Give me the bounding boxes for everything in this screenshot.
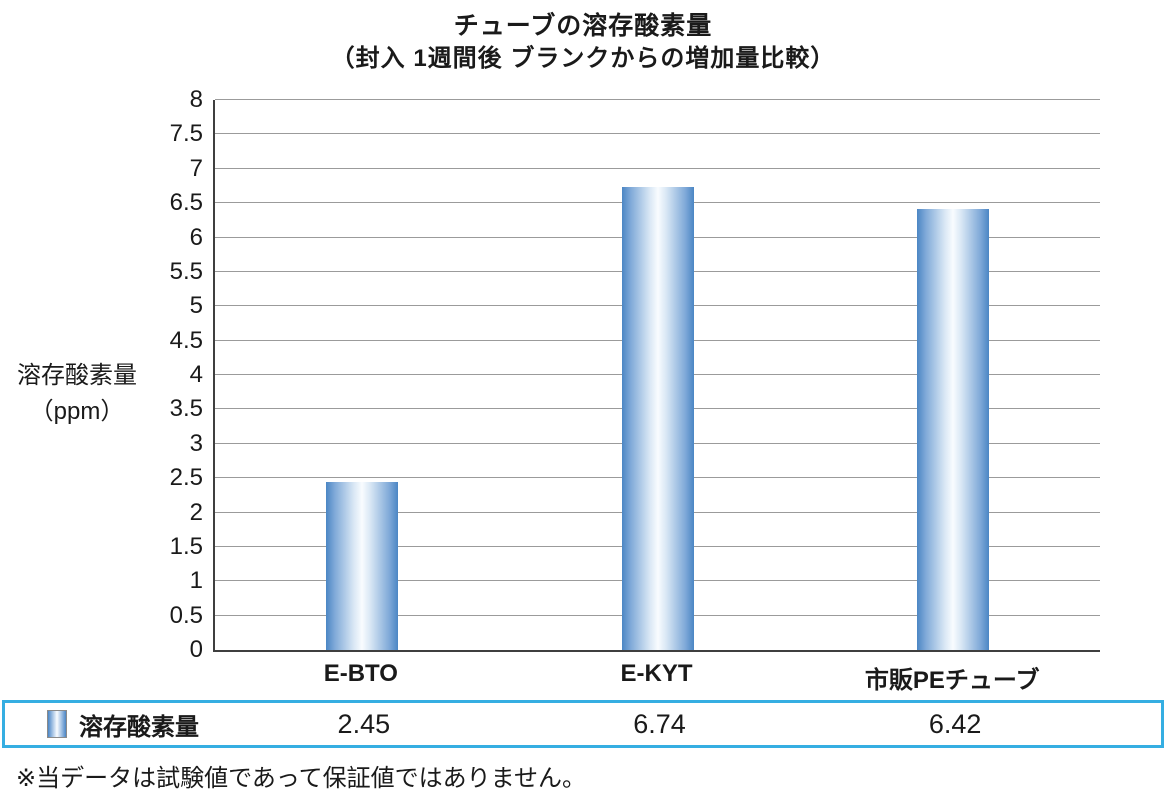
y-axis-title-line1: 溶存酸素量 bbox=[17, 362, 137, 389]
y-tick-label: 8 bbox=[189, 86, 203, 113]
bar bbox=[621, 186, 694, 650]
legend: 溶存酸素量 bbox=[47, 703, 199, 745]
chart-title: チューブの溶存酸素量 bbox=[453, 12, 713, 40]
y-tick-label: 0.5 bbox=[169, 601, 203, 629]
gridline bbox=[215, 167, 1100, 169]
y-tick-label: 4 bbox=[189, 361, 203, 388]
x-category-label: 市販PEチューブ bbox=[864, 667, 1040, 694]
y-tick-label: 1 bbox=[189, 567, 203, 595]
y-tick-label: 6.5 bbox=[169, 189, 203, 217]
y-tick-label: 2 bbox=[189, 498, 203, 526]
y-tick-label: 4.5 bbox=[169, 326, 203, 354]
y-tick-label: 7.5 bbox=[169, 120, 203, 148]
footer-note: ※当データは試験値であって保証値ではありません。 bbox=[16, 765, 586, 792]
plot-area: 0 0.5 1 1.5 2 2.5 3 3.5 4 4.5 5 5.5 6 6.5 7 7.5 8 bbox=[170, 88, 1100, 662]
y-tick-label: 3.5 bbox=[169, 395, 203, 423]
y-tick-label: 7 bbox=[189, 154, 203, 182]
y-tick-label: 5 bbox=[189, 292, 203, 320]
x-category-label: E-BTO bbox=[323, 660, 398, 687]
gridline bbox=[215, 99, 1100, 100]
data-table-values: 2.45 6.74 6.42 bbox=[216, 703, 1103, 745]
y-tick-label: 6 bbox=[189, 223, 203, 251]
gridline bbox=[215, 133, 1100, 135]
y-tick-label: 1.5 bbox=[169, 532, 203, 560]
y-axis-title-line2: （ppm） bbox=[29, 398, 125, 425]
data-table: 溶存酸素量 2.45 6.74 6.42 bbox=[2, 700, 1164, 748]
table-value: 6.42 bbox=[928, 708, 982, 739]
x-category-label: E-KYT bbox=[620, 660, 693, 687]
y-tick-label: 3 bbox=[189, 429, 203, 457]
legend-swatch-icon bbox=[47, 710, 67, 738]
y-tick-label: 0 bbox=[189, 636, 203, 663]
x-axis-labels: E-BTO E-KYT 市販PEチューブ bbox=[213, 660, 1100, 695]
y-tick-label: 5.5 bbox=[169, 257, 203, 285]
legend-label: 溶存酸素量 bbox=[79, 713, 199, 741]
chart-subtitle: （封入 1週間後 ブランクからの増加量比較） bbox=[330, 45, 836, 72]
table-value: 6.74 bbox=[633, 708, 686, 739]
bar bbox=[326, 481, 399, 650]
y-axis-title: 溶存酸素量 （ppm） bbox=[2, 358, 152, 430]
bar bbox=[916, 208, 989, 650]
y-tick-label: 2.5 bbox=[169, 464, 203, 492]
table-value: 2.45 bbox=[337, 708, 391, 739]
